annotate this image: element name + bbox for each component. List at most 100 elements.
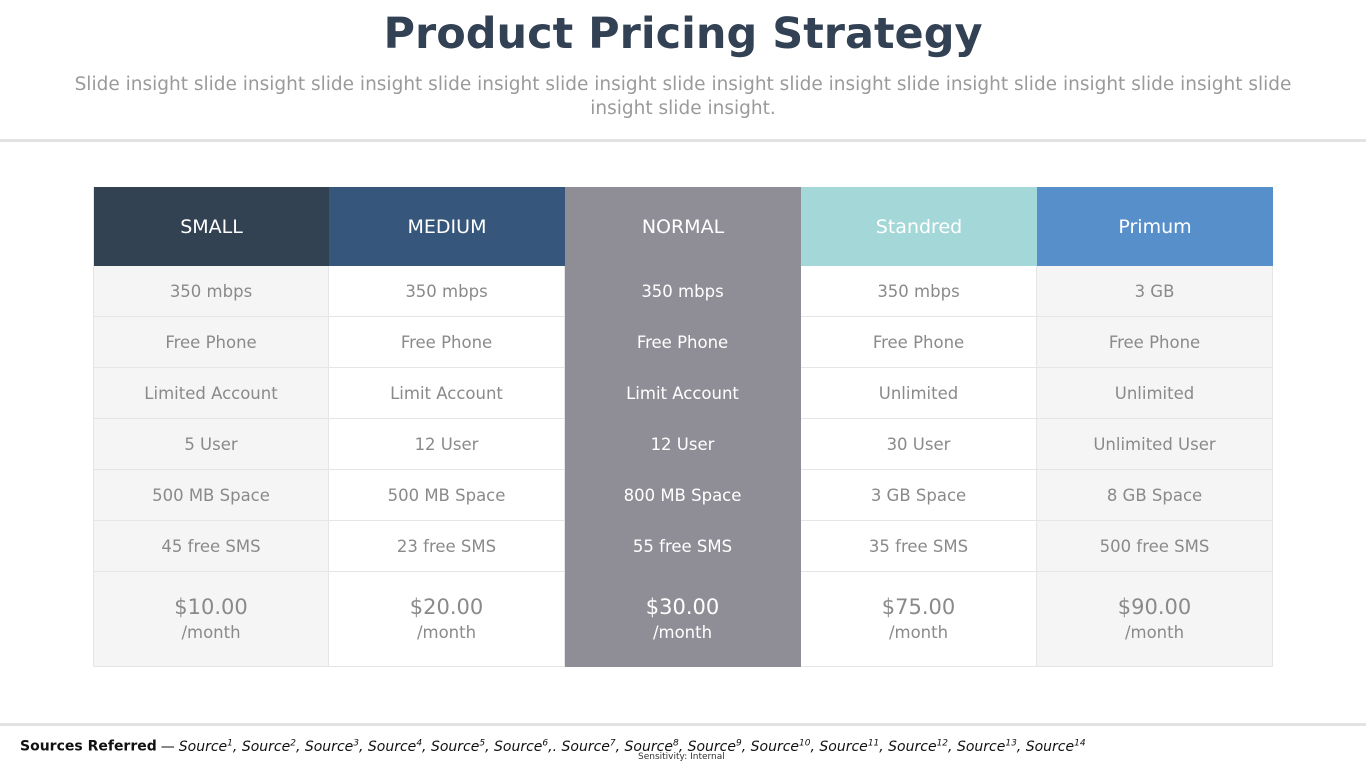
plan-header: Standred [801, 187, 1037, 266]
source-separator: ,. [548, 738, 562, 755]
source-citation: Source6,. [494, 738, 562, 755]
source-separator: , [295, 738, 305, 755]
bottom-divider [0, 723, 1366, 726]
sources-footer: Sources Referred — Source1, Source2, Sourc… [20, 738, 1086, 755]
plan-period: /month [416, 623, 477, 642]
source-superscript: 9 [736, 738, 742, 748]
plan-feature: 55 free SMS [565, 521, 801, 572]
plan-feature: 12 User [329, 419, 565, 470]
plan-feature: 12 User [565, 419, 801, 470]
sources-dash: — [160, 738, 175, 755]
plan-price-box: $30.00 /month [565, 572, 801, 667]
source-superscript: 13 [1005, 738, 1017, 748]
plan-feature: 350 mbps [801, 266, 1037, 317]
plan-feature: 30 User [801, 419, 1037, 470]
plan-feature: 8 GB Space [1037, 470, 1273, 521]
plan-feature: 350 mbps [93, 266, 329, 317]
plan-price-box: $90.00 /month [1037, 572, 1273, 667]
plan-price: $20.00 [409, 595, 484, 619]
source-citation: Source7, [561, 738, 625, 755]
plan-feature: 350 mbps [329, 266, 565, 317]
plan-feature: 3 GB Space [801, 470, 1037, 521]
plan-feature: Limit Account [565, 368, 801, 419]
plan-feature: Free Phone [93, 317, 329, 368]
plan-header: SMALL [93, 187, 329, 266]
plan-price: $75.00 [881, 595, 956, 619]
top-divider [0, 139, 1366, 142]
plan-feature: Free Phone [1037, 317, 1273, 368]
plan-column-normal: NORMAL 350 mbps Free Phone Limit Account… [565, 187, 801, 667]
plan-feature: 350 mbps [565, 266, 801, 317]
sensitivity-label: Sensitivity: Internal [638, 752, 725, 762]
source-separator: , [232, 738, 242, 755]
plan-period: /month [888, 623, 949, 642]
source-separator: , [615, 738, 625, 755]
source-separator: , [485, 738, 494, 755]
plan-feature: Free Phone [329, 317, 565, 368]
source-separator: , [678, 738, 688, 755]
source-citation: Source10, [750, 738, 820, 755]
plan-column-small: SMALL 350 mbps Free Phone Limited Accoun… [93, 187, 329, 667]
source-separator: , [810, 738, 820, 755]
source-separator: , [359, 738, 368, 755]
plan-feature: 500 MB Space [329, 470, 565, 521]
page-title: Product Pricing Strategy [383, 9, 983, 59]
plan-price-box: $20.00 /month [329, 572, 565, 667]
source-citation: Source11, [819, 738, 889, 755]
plan-feature: 35 free SMS [801, 521, 1037, 572]
sources-label: Sources Referred [20, 738, 157, 755]
plan-header: MEDIUM [329, 187, 565, 266]
source-superscript: 10 [799, 738, 811, 748]
source-superscript: 1 [227, 738, 233, 748]
plan-header: NORMAL [565, 187, 801, 266]
plan-feature: 500 MB Space [93, 470, 329, 521]
plan-price-box: $10.00 /month [93, 572, 329, 667]
source-citation: Source9, [687, 738, 751, 755]
source-separator: , [422, 738, 431, 755]
plan-period: /month [652, 623, 713, 642]
plan-column-standred: Standred 350 mbps Free Phone Unlimited 3… [801, 187, 1037, 667]
source-superscript: 6 [542, 738, 549, 748]
plan-feature: 3 GB [1037, 266, 1273, 317]
source-citation: Source14 [1025, 738, 1086, 755]
source-superscript: 5 [479, 738, 486, 748]
plan-column-primum: Primum 3 GB Free Phone Unlimited Unlimit… [1037, 187, 1273, 667]
plan-feature: Unlimited [1037, 368, 1273, 419]
source-citation: Source13, [956, 738, 1026, 755]
plan-header: Primum [1037, 187, 1273, 266]
plan-price-box: $75.00 /month [801, 572, 1037, 667]
plan-feature: Unlimited User [1037, 419, 1273, 470]
plan-feature: 23 free SMS [329, 521, 565, 572]
source-superscript: 11 [867, 738, 880, 748]
pricing-table: SMALL 350 mbps Free Phone Limited Accoun… [93, 187, 1273, 667]
source-superscript: 7 [609, 738, 616, 748]
plan-feature: 5 User [93, 419, 329, 470]
plan-feature: 500 free SMS [1037, 521, 1273, 572]
plan-period: /month [181, 623, 241, 642]
source-separator: , [948, 738, 957, 755]
plan-feature: Free Phone [565, 317, 801, 368]
source-superscript: 3 [353, 738, 359, 748]
plan-price: $30.00 [645, 595, 720, 619]
source-separator: , [1016, 738, 1026, 755]
sources-list: Source1, Source2, Source3, Source4, Sour… [178, 738, 1086, 755]
source-separator: , [879, 738, 889, 755]
source-citation: Source8, [624, 738, 688, 755]
source-superscript: 12 [936, 738, 949, 748]
source-citation: Source4, [367, 738, 431, 755]
page-subtitle: Slide insight slide insight slide insigh… [74, 74, 1292, 119]
source-citation: Source3, [304, 738, 368, 755]
source-superscript: 2 [290, 738, 296, 748]
plan-feature: Limited Account [93, 368, 329, 419]
source-separator: , [741, 738, 751, 755]
source-citation: Source2, [241, 738, 305, 755]
source-citation: Source1, [178, 738, 242, 755]
source-superscript: 14 [1074, 738, 1086, 748]
source-citation: Source5, [430, 738, 494, 755]
source-citation: Source12, [888, 738, 957, 755]
source-superscript: 8 [672, 738, 679, 748]
plan-feature: Unlimited [801, 368, 1037, 419]
plan-column-medium: MEDIUM 350 mbps Free Phone Limit Account… [329, 187, 565, 667]
plan-feature: 800 MB Space [565, 470, 801, 521]
plan-period: /month [1124, 623, 1185, 642]
